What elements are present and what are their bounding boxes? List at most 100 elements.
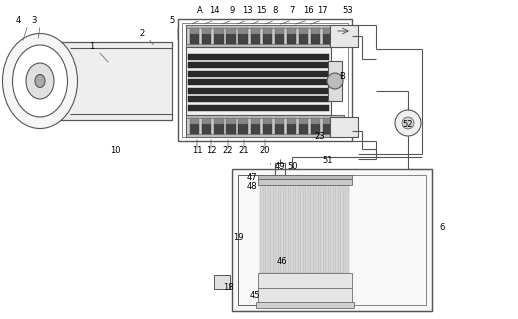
Ellipse shape [3,33,78,129]
Text: 50: 50 [288,162,298,172]
Bar [190,124,199,134]
Text: 19: 19 [233,233,243,241]
Bar [251,118,260,124]
Bar [299,124,308,134]
Bar [330,117,358,137]
Bar [285,185,289,273]
Text: B: B [339,72,345,81]
Text: 1: 1 [90,42,95,51]
Text: 21: 21 [239,146,249,155]
Bar [330,185,334,273]
Bar [263,118,272,124]
Text: 7: 7 [290,6,295,16]
Text: 8: 8 [272,6,278,16]
Bar [202,34,211,44]
Ellipse shape [35,75,45,87]
Bar [263,28,272,34]
Text: 45: 45 [250,291,260,300]
Bar [290,185,294,273]
Bar [214,118,223,124]
Bar [226,124,236,134]
Bar [275,118,284,124]
Bar [275,28,284,34]
Bar [260,185,264,273]
Bar [188,105,329,111]
Text: 46: 46 [277,256,287,265]
Bar [335,185,339,273]
Bar [178,19,352,141]
Text: 51: 51 [323,157,333,166]
Bar [251,28,260,34]
Text: 9: 9 [229,6,235,16]
Text: 2: 2 [139,29,145,39]
Bar [263,34,272,44]
Bar [275,34,284,44]
Bar [299,28,308,34]
Bar [214,28,223,34]
Bar [315,185,319,273]
Text: 15: 15 [256,6,266,16]
Text: 53: 53 [343,6,353,16]
Bar [280,185,284,273]
Bar [323,34,333,44]
Text: 22: 22 [223,146,233,155]
Bar [299,118,308,124]
Bar [188,79,329,85]
Bar [310,185,314,273]
Bar [186,25,344,28]
Bar [188,54,329,60]
Bar [238,175,260,305]
Bar [320,185,324,273]
Bar [226,118,236,124]
Text: 3: 3 [31,17,37,26]
Bar [265,185,269,273]
Text: A: A [197,6,203,16]
Bar [295,185,299,273]
Bar [311,34,320,44]
Bar [202,28,211,34]
Bar [214,275,230,289]
Bar [226,34,236,44]
Bar [287,34,296,44]
Bar [258,175,352,179]
Bar [186,115,344,118]
Bar [238,124,248,134]
Bar [188,97,329,102]
Bar [323,124,333,134]
Bar [214,34,223,44]
Bar [287,118,296,124]
Bar [238,28,248,34]
Text: 5: 5 [169,17,175,26]
Bar [186,115,344,137]
Bar [188,88,329,94]
Bar [186,47,331,115]
Bar [258,273,352,303]
Circle shape [327,73,343,89]
Bar [188,63,329,69]
Text: 18: 18 [223,283,233,292]
Bar [270,185,274,273]
Bar [263,124,272,134]
Bar [202,118,211,124]
Bar [214,124,223,134]
Text: 52: 52 [403,121,413,130]
Bar [311,118,320,124]
Text: 6: 6 [439,222,444,232]
Bar [275,185,279,273]
Bar [238,175,426,305]
Circle shape [402,117,414,129]
Bar [186,44,344,47]
Ellipse shape [12,45,67,117]
Text: 17: 17 [316,6,327,16]
Bar [251,124,260,134]
Ellipse shape [26,63,54,99]
Bar [311,28,320,34]
Bar [226,28,236,34]
Text: 23: 23 [315,132,325,142]
Bar [186,134,344,137]
Text: 13: 13 [242,6,252,16]
Bar [190,28,199,34]
Text: 16: 16 [303,6,313,16]
Text: 4: 4 [16,17,21,26]
Bar [232,169,432,311]
